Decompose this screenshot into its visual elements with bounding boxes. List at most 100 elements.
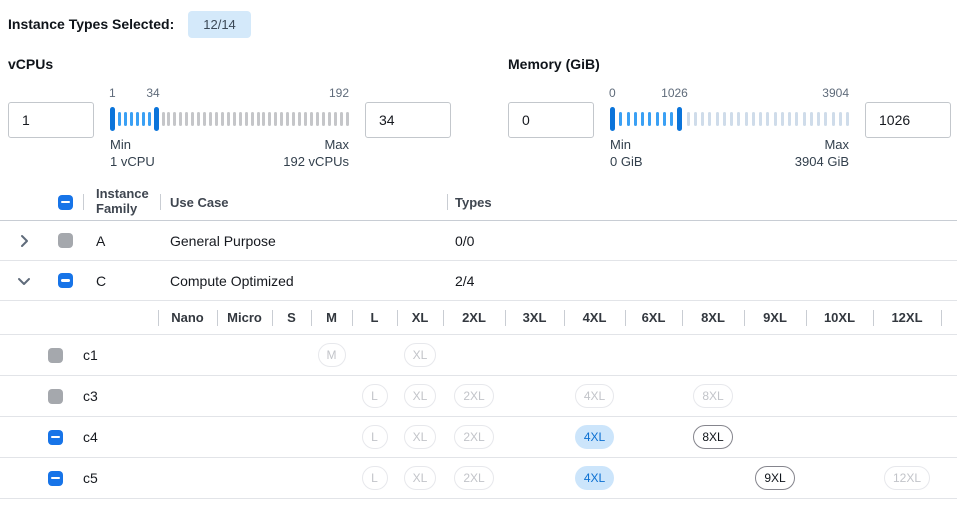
size-toggle-c4-l: L xyxy=(361,425,388,449)
slider-tick xyxy=(846,112,849,126)
size-toggle-c5-12xl: 12XL xyxy=(883,466,931,490)
size-column-header-s: S xyxy=(272,301,311,334)
slider-tick xyxy=(232,112,236,126)
size-column-header-micro: Micro xyxy=(217,301,272,334)
size-toggle-c5-9xl[interactable]: 9XL xyxy=(755,466,795,490)
slider-tick xyxy=(304,112,307,126)
chevron-right-icon[interactable] xyxy=(16,233,32,249)
instance-row-c5: c5 L XL 2XL 4XL 9XL 12XL xyxy=(0,458,957,499)
select-all-checkbox[interactable] xyxy=(58,194,73,210)
size-column-header-nano: Nano xyxy=(158,301,217,334)
size-column-header-4xl: 4XL xyxy=(564,301,625,334)
vcpus-title: vCPUs xyxy=(8,56,54,72)
instance-name: c1 xyxy=(83,347,98,363)
size-column-header-10xl: 10XL xyxy=(806,301,873,334)
use-case-label: General Purpose xyxy=(170,232,276,249)
slider-tick xyxy=(759,112,762,126)
instance-row-c1: c1 M XL xyxy=(0,335,957,376)
instance-checkbox-c5[interactable] xyxy=(48,470,63,486)
slider-scale-label: 1 xyxy=(109,86,116,100)
slider-tick xyxy=(722,112,726,126)
family-name: C xyxy=(96,272,107,289)
memory-to-input[interactable] xyxy=(865,102,951,138)
memory-slider-track[interactable] xyxy=(610,104,849,134)
slider-tick xyxy=(345,112,349,126)
size-column-header-8xl: 8XL xyxy=(682,301,744,334)
slider-handle[interactable] xyxy=(153,107,159,131)
slider-tick xyxy=(766,112,770,126)
slider-scale-label: 34 xyxy=(146,86,160,100)
slider-tick xyxy=(141,112,145,126)
memory-max-label: Max 3904 GiB xyxy=(794,137,849,169)
slider-handle[interactable] xyxy=(610,107,615,131)
column-header-instance-family: Instance Family xyxy=(96,186,149,216)
slider-handle[interactable] xyxy=(110,107,115,131)
slider-tick xyxy=(147,112,151,126)
size-column-header-12xl: 12XL xyxy=(873,301,941,334)
use-case-label: Compute Optimized xyxy=(170,272,294,289)
slider-handle[interactable] xyxy=(677,107,683,131)
size-toggle-c4-2xl: 2XL xyxy=(454,425,494,449)
vcpus-slider[interactable]: 1 34 192 Min 1 vCPU Max 192 vCPUs xyxy=(109,86,349,170)
memory-slider[interactable]: 0 1026 3904 Min 0 GiB Max 3904 GiB xyxy=(609,86,849,170)
types-count: 2/4 xyxy=(455,272,475,289)
size-header-row: Nano Micro S M L XL 2XL 3XL 4XL 6XL 8XL 9XL 10XL 12XL xyxy=(0,301,957,335)
size-toggle-c4-4xl[interactable]: 4XL xyxy=(574,425,615,449)
slider-tick xyxy=(321,112,325,126)
slider-scale-label: 192 xyxy=(328,86,349,100)
selected-count-badge[interactable]: 12/14 xyxy=(188,10,251,38)
slider-tick xyxy=(262,112,266,126)
slider-tick xyxy=(773,112,777,126)
slider-scale-label: 0 xyxy=(609,86,616,100)
family-row-c: C Compute Optimized 2/4 xyxy=(0,261,957,301)
size-column-header-9xl: 9XL xyxy=(744,301,806,334)
slider-tick xyxy=(191,112,195,126)
size-column-header-l: L xyxy=(352,301,397,334)
size-toggle-c4-xl: XL xyxy=(403,425,437,449)
size-toggle-c1-m: M xyxy=(317,343,346,367)
slider-tick xyxy=(648,112,652,126)
slider-tick xyxy=(209,112,212,126)
slider-tick xyxy=(250,112,254,126)
family-name: A xyxy=(96,232,106,249)
size-toggle-c5-4xl[interactable]: 4XL xyxy=(574,466,615,490)
instance-name: c4 xyxy=(83,429,98,445)
family-checkbox-a xyxy=(58,233,73,248)
slider-tick xyxy=(780,112,784,126)
slider-tick xyxy=(626,112,630,126)
size-toggle-c3-8xl: 8XL xyxy=(693,384,733,408)
slider-tick xyxy=(185,112,189,126)
slider-tick xyxy=(256,112,260,126)
instance-row-c4: c4 L XL 2XL 4XL 8XL xyxy=(0,417,957,458)
slider-tick xyxy=(670,112,673,126)
slider-tick xyxy=(333,112,337,126)
slider-tick xyxy=(744,112,748,126)
slider-tick xyxy=(220,112,224,126)
slider-tick xyxy=(701,112,704,126)
family-checkbox-c[interactable] xyxy=(58,273,73,288)
size-column-header-xl: XL xyxy=(397,301,443,334)
size-toggle-c4-8xl[interactable]: 8XL xyxy=(693,425,733,449)
slider-tick xyxy=(226,112,230,126)
slider-tick xyxy=(795,112,799,126)
memory-title: Memory (GiB) xyxy=(508,56,600,72)
instance-checkbox-c4[interactable] xyxy=(48,429,63,445)
slider-tick xyxy=(817,112,820,126)
vcpus-slider-track[interactable] xyxy=(110,104,349,134)
filters-section: vCPUs 1 34 192 Min 1 vCPU Max 192 vCPUs xyxy=(0,56,957,170)
slider-tick xyxy=(619,112,623,126)
types-count: 0/0 xyxy=(455,232,475,249)
slider-tick xyxy=(802,112,806,126)
vcpus-from-input[interactable] xyxy=(8,102,94,138)
slider-tick xyxy=(298,112,302,126)
size-toggle-c3-4xl: 4XL xyxy=(574,384,615,408)
slider-tick xyxy=(686,112,690,126)
table-header-row: Instance Family Use Case Types xyxy=(0,184,957,221)
slider-tick xyxy=(280,112,284,126)
memory-from-input[interactable] xyxy=(508,102,594,138)
slider-tick xyxy=(641,112,644,126)
instance-checkbox-c3 xyxy=(48,388,63,404)
vcpus-to-input[interactable] xyxy=(365,102,451,138)
chevron-down-icon[interactable] xyxy=(16,273,32,289)
slider-tick xyxy=(268,112,272,126)
